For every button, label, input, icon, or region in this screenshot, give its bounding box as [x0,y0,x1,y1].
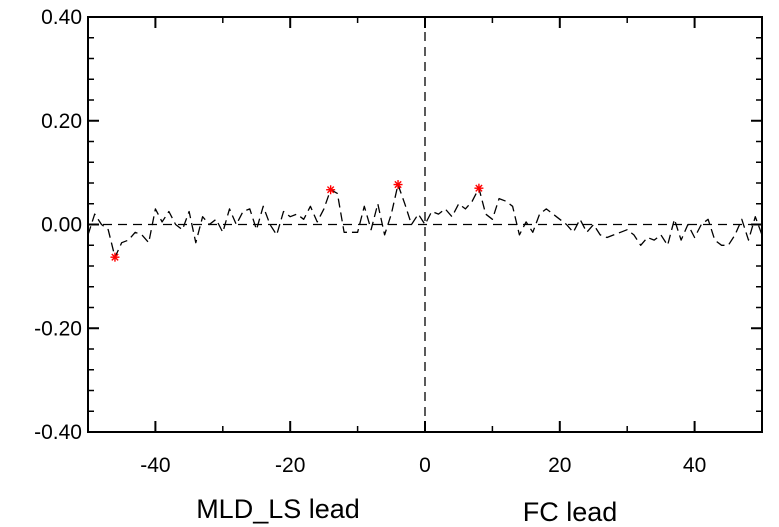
significance-marker [326,185,336,195]
x-caption-right: FC lead [523,497,618,527]
x-tick-label: 20 [548,454,571,477]
reference-lines [88,17,762,432]
x-tick-label: 0 [419,454,431,477]
y-axis-tick-labels: -0.40 -0.20 0.00 0.20 0.40 [34,6,82,444]
significance-marker [393,180,403,190]
significance-marker [110,252,120,262]
x-axis-tick-labels: -40 -20 0 20 40 [140,454,706,477]
x-caption-left: MLD_LS lead [196,494,360,524]
y-tick-label: -0.20 [34,317,82,340]
x-tick-label: 40 [683,454,706,477]
series-layer [87,183,763,258]
significance-markers [110,180,484,262]
x-tick-label: -40 [140,454,170,477]
y-tick-label: 0.00 [41,214,82,237]
significance-marker [474,183,484,193]
y-tick-label: 0.40 [41,6,82,29]
y-tick-label: 0.20 [41,110,82,133]
y-tick-label: -0.40 [34,421,82,444]
x-tick-label: -20 [275,454,305,477]
axis-ticks [87,16,763,433]
series-line [87,183,763,258]
